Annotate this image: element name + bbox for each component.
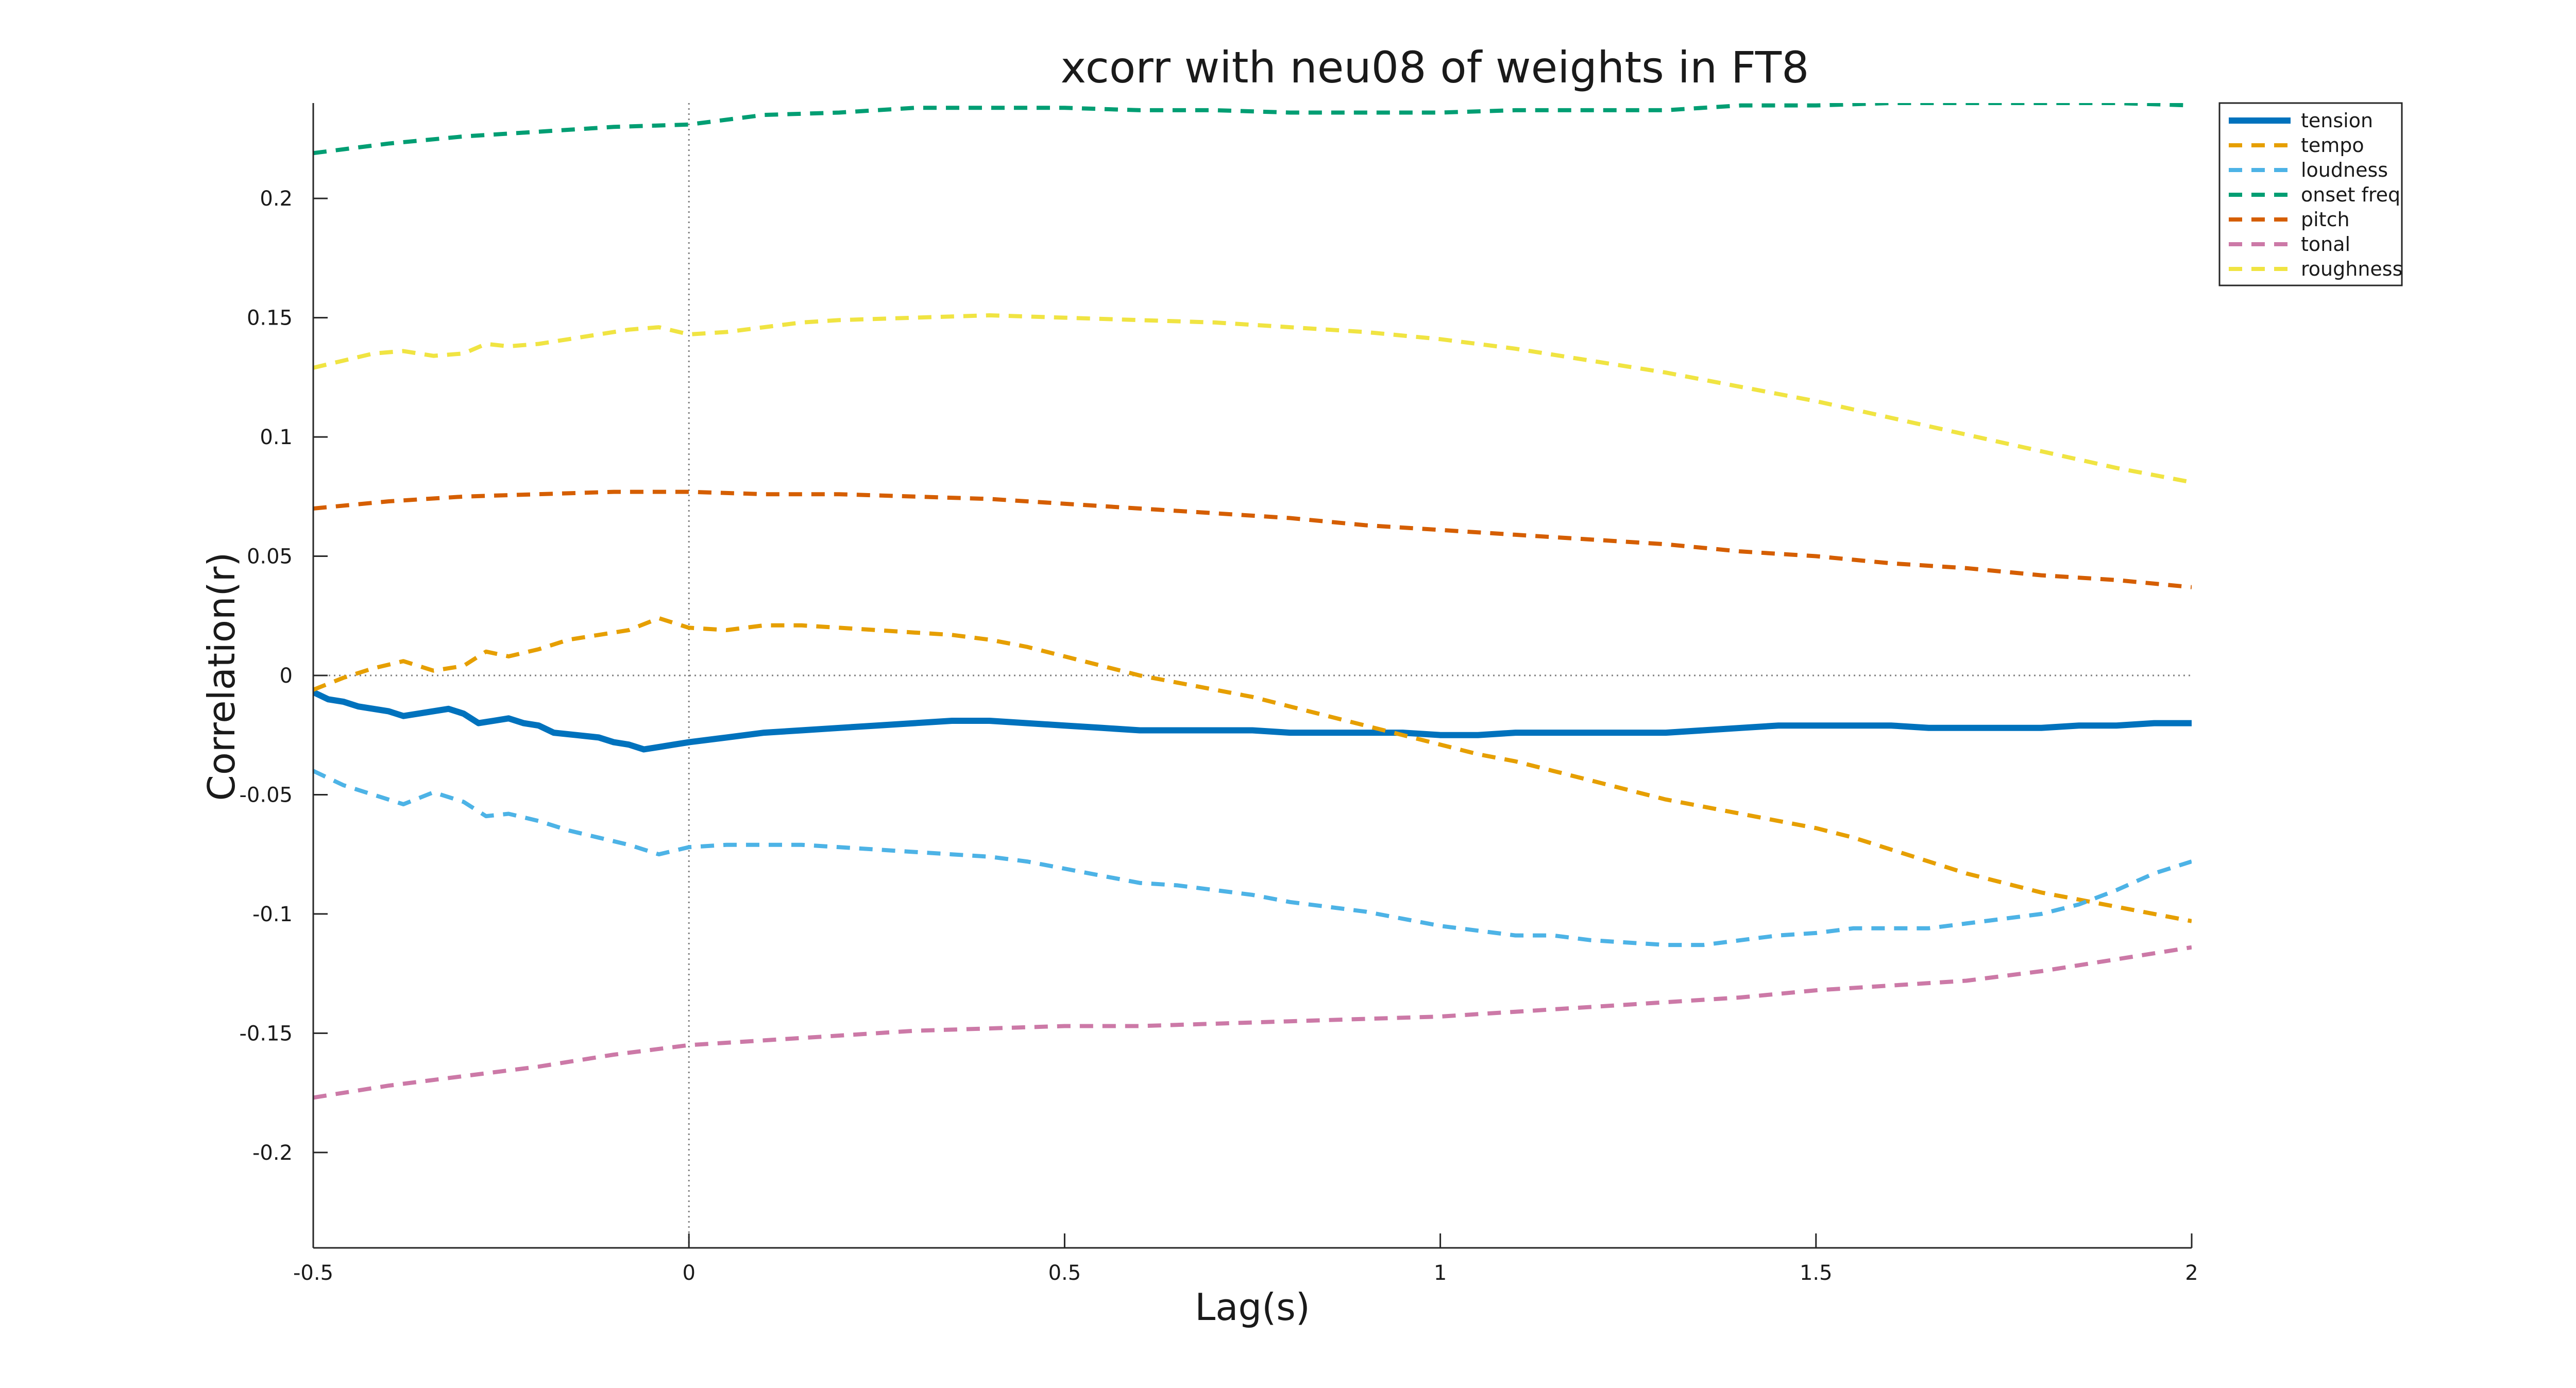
legend-label: tonal bbox=[2301, 233, 2350, 256]
series-line-tempo bbox=[313, 616, 2192, 923]
series-line-tension bbox=[313, 689, 2192, 753]
y-tick-label: -0.2 bbox=[252, 1141, 293, 1165]
y-tick-label: -0.15 bbox=[240, 1022, 293, 1045]
x-tick-label: 1 bbox=[1434, 1261, 1447, 1285]
x-axis-label: Lag(s) bbox=[1195, 1285, 1310, 1329]
y-tick-label: 0 bbox=[280, 664, 293, 688]
reference-lines bbox=[313, 103, 2192, 1248]
x-tick-label: 1.5 bbox=[1800, 1261, 1833, 1285]
series-line-pitch bbox=[313, 489, 2192, 589]
series-line-roughness bbox=[313, 313, 2192, 484]
series-line-onset-freq bbox=[313, 103, 2192, 156]
x-tick-label: -0.5 bbox=[293, 1261, 333, 1285]
x-tick-label: 0.5 bbox=[1048, 1261, 1081, 1285]
y-tick-label: 0.15 bbox=[247, 307, 293, 330]
legend-label: onset freq bbox=[2301, 183, 2400, 206]
x-tick-label: 0 bbox=[682, 1261, 695, 1285]
y-tick-label: 0.05 bbox=[247, 545, 293, 569]
y-axis-label: Correlation(r) bbox=[200, 552, 243, 801]
legend-label: tempo bbox=[2301, 134, 2364, 157]
x-tick-label: 2 bbox=[2185, 1261, 2198, 1285]
y-tick-label: 0.2 bbox=[260, 187, 293, 211]
legend-label: loudness bbox=[2301, 159, 2388, 181]
legend-label: tension bbox=[2301, 109, 2373, 132]
chart-title: xcorr with neu08 of weights in FT8 bbox=[1061, 42, 1809, 93]
y-tick-label: 0.1 bbox=[260, 426, 293, 449]
series-layer bbox=[313, 103, 2192, 1100]
legend-label: roughness bbox=[2301, 258, 2402, 280]
y-tick-label: -0.1 bbox=[252, 903, 293, 926]
legend-box bbox=[2218, 102, 2403, 286]
series-line-tonal bbox=[313, 945, 2192, 1100]
y-tick-label: -0.05 bbox=[240, 783, 293, 807]
series-line-loudness bbox=[313, 769, 2192, 947]
legend-label: pitch bbox=[2301, 208, 2350, 231]
tick-labels: -0.5 0 0.5 1 1.5 2 -0.2 -0.15 -0.1 -0.05 0 0.05 0.1 0… bbox=[240, 187, 2198, 1285]
